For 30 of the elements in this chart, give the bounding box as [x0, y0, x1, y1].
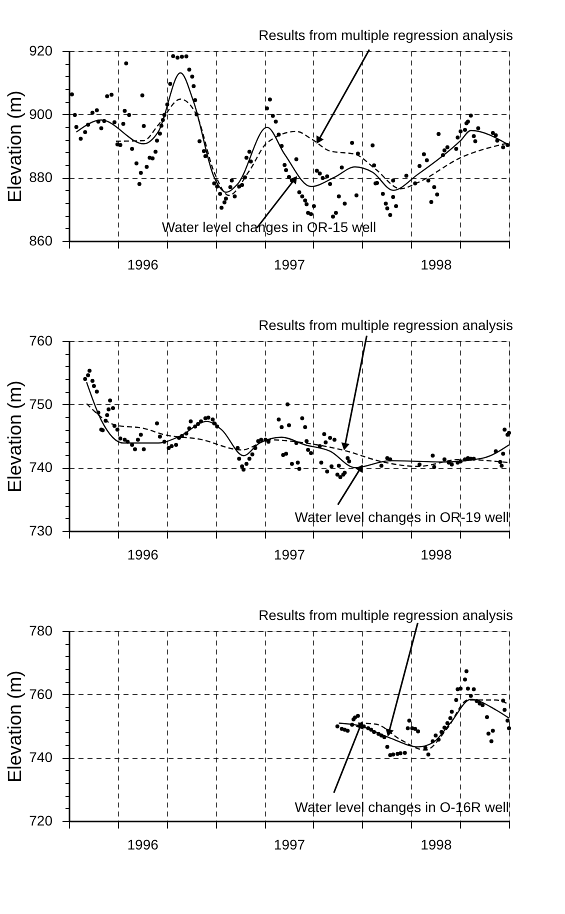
- x-tick-label: 1997: [274, 256, 306, 272]
- y-axis-title: Elevation (m): [5, 670, 26, 782]
- annotation: Results from multiple regression analysis: [258, 27, 513, 43]
- x-tick-label: 1997: [274, 836, 306, 852]
- y-tick-label: 740: [29, 749, 53, 766]
- y-tick-label: 750: [29, 396, 53, 412]
- x-tick-label: 1996: [127, 546, 159, 562]
- annotation: Results from multiple regression analysis: [258, 317, 513, 333]
- y-tick-label: 860: [29, 232, 53, 248]
- y-tick-label: 760: [29, 686, 53, 702]
- annotation: Water level changes in OR-19 well: [294, 509, 509, 525]
- y-tick-label: 760: [29, 332, 53, 348]
- y-tick-label: 730: [29, 522, 53, 538]
- y-tick-label: 720: [29, 812, 53, 828]
- y-tick-label: 740: [29, 459, 53, 476]
- y-tick-label: 920: [29, 42, 53, 58]
- y-axis-title: Elevation (m): [5, 380, 26, 492]
- x-tick-label: 1997: [274, 546, 306, 562]
- y-tick-label: 780: [29, 622, 53, 638]
- x-tick-label: 1996: [127, 256, 159, 272]
- y-tick-label: 900: [29, 106, 53, 122]
- x-tick-label: 1998: [420, 836, 452, 852]
- y-tick-label: 880: [29, 169, 53, 186]
- annotation: Water level changes in O-16R well: [294, 799, 509, 815]
- annotation: Results from multiple regression analysis: [258, 607, 513, 623]
- x-tick-label: 1998: [420, 256, 452, 272]
- x-tick-label: 1996: [127, 836, 159, 852]
- x-tick-label: 1998: [420, 546, 452, 562]
- y-axis-title: Elevation (m): [5, 90, 26, 202]
- annotation: Water level changes in OR-15 well: [162, 219, 376, 235]
